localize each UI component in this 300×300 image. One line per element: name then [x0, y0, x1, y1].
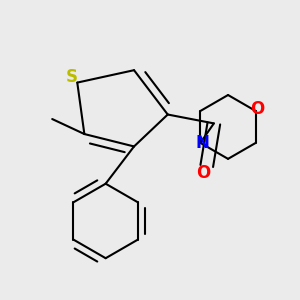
- Text: S: S: [66, 68, 78, 86]
- Text: O: O: [250, 100, 265, 118]
- Text: O: O: [196, 164, 210, 182]
- Text: N: N: [195, 134, 209, 152]
